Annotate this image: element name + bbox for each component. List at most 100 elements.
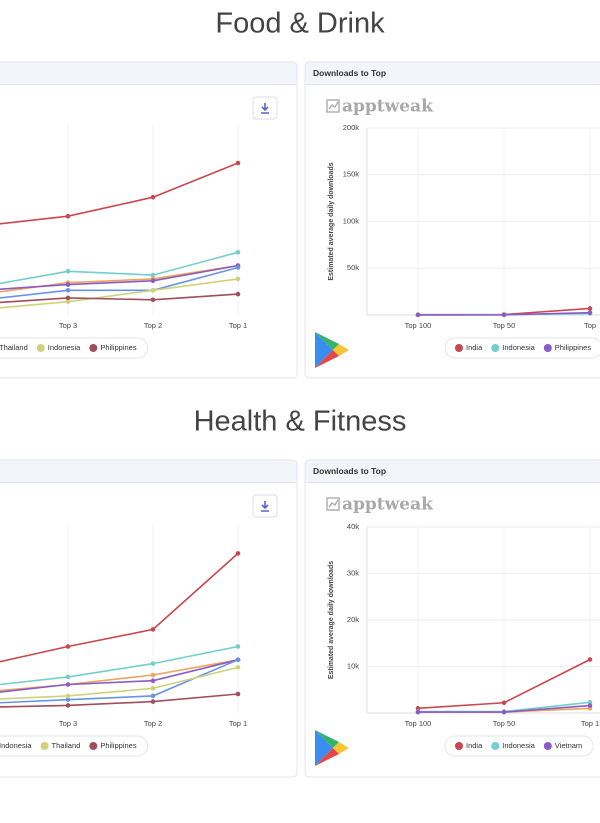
data-point <box>501 312 507 318</box>
legend-dot <box>455 344 463 352</box>
legend-label: Thailand <box>0 343 28 352</box>
legend-dot <box>491 344 500 352</box>
data-point <box>235 644 241 649</box>
legend-dot <box>89 742 98 750</box>
legend-label: Philippines <box>555 343 592 352</box>
x-tick-label: Top 1 <box>229 321 247 330</box>
legend-dot <box>36 344 45 352</box>
data-point <box>150 194 156 200</box>
data-point <box>415 312 421 318</box>
data-point <box>65 288 71 293</box>
data-point <box>415 706 421 711</box>
data-point <box>150 678 156 683</box>
y-tick-label: 150k <box>343 170 360 179</box>
y-tick-label: 40k <box>347 522 359 531</box>
data-point <box>587 700 593 705</box>
card-header <box>305 62 600 85</box>
download-icon <box>261 501 269 512</box>
data-point <box>65 295 71 301</box>
card-title: Downloads to Top <box>313 466 386 476</box>
data-point <box>65 282 71 287</box>
data-point <box>415 709 421 715</box>
card <box>304 61 600 379</box>
x-tick-label: Top 100 <box>405 719 432 728</box>
data-point <box>235 691 241 697</box>
y-tick-label: 30k <box>347 568 359 577</box>
data-point <box>150 627 156 632</box>
series-line <box>0 659 239 692</box>
watermark: apptweak <box>342 97 434 117</box>
play-icon-green <box>315 730 339 748</box>
card-title: Downloads to Top <box>313 68 386 78</box>
card <box>0 459 298 778</box>
card-header <box>305 460 600 483</box>
series-line <box>0 251 239 285</box>
data-point <box>587 310 593 315</box>
x-tick-label: Top <box>584 321 596 330</box>
card-header <box>0 460 297 483</box>
legend-label: Thailand <box>52 741 81 750</box>
data-point <box>150 686 156 691</box>
y-tick-label: 100k <box>343 216 360 225</box>
legend-label: India <box>466 343 483 352</box>
data-point <box>65 299 71 305</box>
series-line <box>0 552 239 663</box>
x-tick-label: Top 3 <box>59 719 77 728</box>
legend-box <box>0 735 149 757</box>
legend-dot <box>491 742 500 750</box>
legend-label: Philippines <box>100 343 137 352</box>
y-axis-label: Estimated average daily downloads <box>328 561 335 679</box>
y-axis-label: Estimated average daily downloads <box>328 162 335 280</box>
legend-label: Vietnam <box>555 741 582 750</box>
legend-box <box>0 337 149 359</box>
y-tick-label: 20k <box>347 615 359 624</box>
data-point <box>150 278 156 284</box>
series-line <box>0 666 239 700</box>
x-tick-label: Top 1 <box>229 719 247 728</box>
play-icon-red <box>315 350 339 368</box>
logo-icon <box>326 497 340 511</box>
series-line <box>0 293 239 304</box>
series-line <box>0 266 239 299</box>
card <box>304 459 600 778</box>
series-line <box>0 162 239 225</box>
x-tick-label: Top 2 <box>144 719 162 728</box>
y-tick-label: 10k <box>347 661 359 670</box>
legend-dot <box>543 344 552 352</box>
play-icon-blue <box>315 730 333 766</box>
x-tick-label: Top 2 <box>144 321 162 330</box>
series-line <box>0 264 239 293</box>
data-point <box>235 276 241 282</box>
x-tick-label: Top 50 <box>493 719 516 728</box>
legend-box <box>444 735 594 757</box>
play-icon-yellow <box>333 742 349 754</box>
play-icon-blue <box>315 332 333 368</box>
legend-label: India <box>466 741 483 750</box>
data-point <box>501 709 507 715</box>
data-point <box>150 288 156 293</box>
series-line <box>0 645 239 686</box>
data-point <box>65 269 71 274</box>
play-icon-yellow <box>333 344 349 356</box>
data-point <box>235 665 241 670</box>
data-point <box>150 699 156 704</box>
data-point <box>235 551 241 556</box>
data-point <box>150 693 156 699</box>
series-line <box>0 693 239 708</box>
legend-dot <box>89 344 98 352</box>
legend-dot <box>40 742 49 750</box>
section-title: Food & Drink <box>215 8 385 40</box>
card <box>0 61 298 379</box>
data-point <box>587 306 593 311</box>
section-title: Health & Fitness <box>194 406 407 438</box>
data-point <box>150 272 156 278</box>
legend-dot <box>455 742 463 750</box>
data-point <box>65 674 71 680</box>
series-line <box>0 264 239 290</box>
watermark: apptweak <box>342 495 434 515</box>
data-point <box>65 703 71 708</box>
y-tick-label: 50k <box>347 263 359 272</box>
x-tick-label: Top 50 <box>493 321 516 330</box>
data-point <box>235 265 241 270</box>
x-tick-label: Top 1 <box>581 719 599 728</box>
